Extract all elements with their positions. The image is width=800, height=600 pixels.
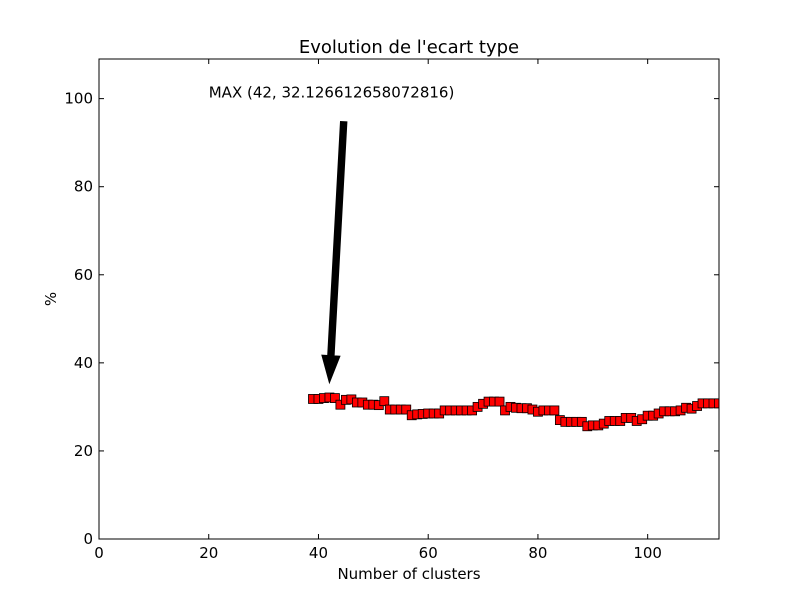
data-point [549,405,560,416]
x-tick-label: 60 [419,544,438,562]
x-tick-label: 0 [94,544,104,562]
max-annotation: MAX (42, 32.126612658072816) [209,84,455,385]
data-point [494,396,505,407]
y-tick-label: 0 [83,530,93,548]
data-point [714,398,720,409]
y-tick-label: 20 [74,442,93,460]
annotation-text: MAX (42, 32.126612658072816) [209,84,455,102]
x-tick-label: 100 [633,544,662,562]
y-axis-label: % [42,292,60,306]
y-tick-label: 40 [74,354,93,372]
data-points [308,392,720,432]
axis-ticks: 0 20 40 60 80 100 0 20 40 60 80 100 [64,59,719,562]
x-tick-label: 40 [309,544,328,562]
x-tick-label: 80 [528,544,547,562]
annotation-arrow [321,120,348,385]
plot-frame [98,58,720,540]
y-tick-label: 100 [64,90,93,108]
x-axis-label: Number of clusters [337,565,480,583]
chart-title: Evolution de l'ecart type [299,37,519,58]
x-tick-label: 20 [199,544,218,562]
data-point [379,396,390,407]
data-point [401,404,412,415]
y-tick-label: 60 [74,266,93,284]
data-point [330,393,340,403]
y-tick-label: 80 [74,178,93,196]
